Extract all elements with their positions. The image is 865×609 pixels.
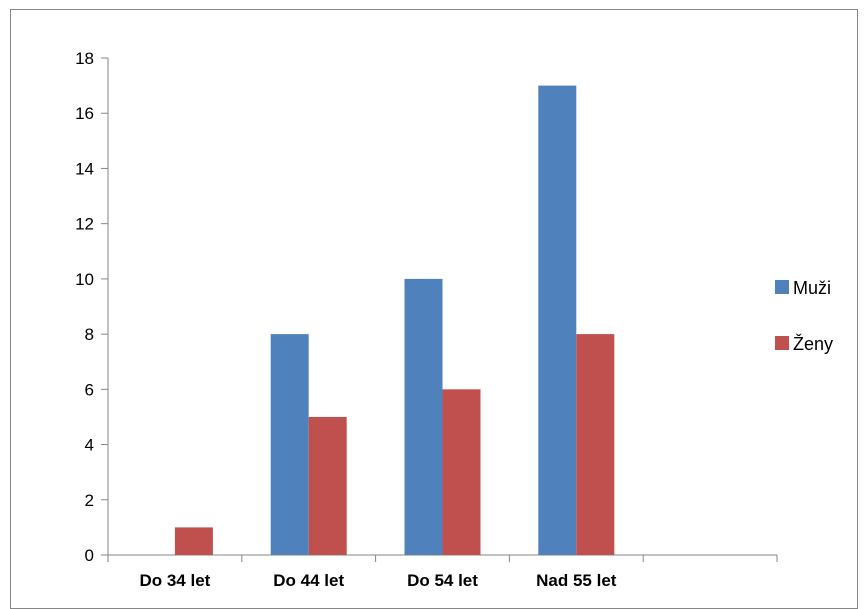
x-category-label: Do 54 let <box>407 571 478 590</box>
legend-label: Ženy <box>793 334 833 354</box>
y-tick-label: 16 <box>75 104 94 123</box>
y-tick-label: 0 <box>85 546 94 565</box>
x-category-label: Do 34 let <box>139 571 210 590</box>
bar-muzi-3 <box>538 85 577 555</box>
legend-swatch <box>775 336 789 350</box>
y-tick-label: 12 <box>75 215 94 234</box>
bar-zeny-1 <box>308 416 347 555</box>
x-category-label: Do 44 let <box>273 571 344 590</box>
y-tick-label: 6 <box>85 380 94 399</box>
y-tick-label: 8 <box>85 325 94 344</box>
bar-zeny-3 <box>576 334 615 555</box>
y-tick-label: 18 <box>75 49 94 68</box>
bar-muzi-2 <box>404 278 443 555</box>
x-category-label: Nad 55 let <box>536 571 617 590</box>
bar-muzi-1 <box>270 334 309 555</box>
bar-zeny-2 <box>442 389 481 555</box>
legend-swatch <box>775 280 789 294</box>
bar-zeny-0 <box>174 527 213 555</box>
legend-label: Muži <box>793 278 831 298</box>
y-tick-label: 14 <box>75 159 94 178</box>
y-tick-label: 10 <box>75 270 94 289</box>
y-tick-label: 2 <box>85 491 94 510</box>
y-tick-label: 4 <box>85 436 94 455</box>
